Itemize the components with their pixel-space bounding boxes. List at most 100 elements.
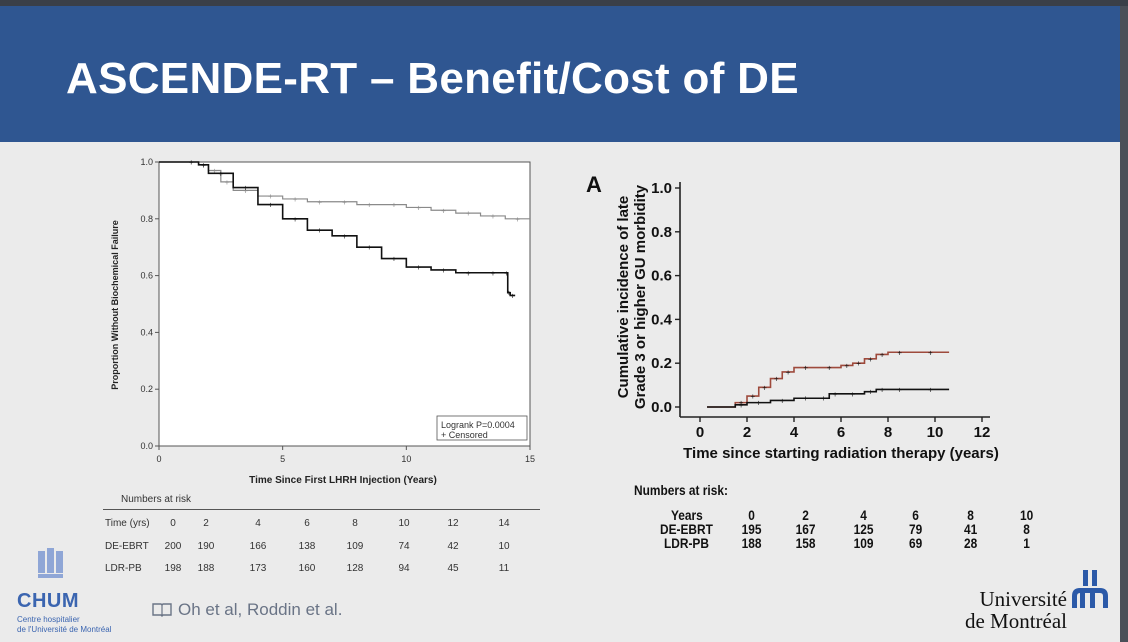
risk-time-cell: 4 [860, 507, 867, 523]
risk-heading: Numbers at risk [121, 494, 192, 505]
censor-mark: + [317, 226, 322, 235]
plot-frame [158, 161, 531, 447]
x-tick-label: 10 [927, 424, 944, 441]
censor-mark: + [218, 169, 223, 178]
censor-mark: + [897, 348, 902, 357]
censor-mark: + [317, 198, 322, 207]
y-tick-label: 0.2 [140, 384, 153, 394]
x-tick-label: 8 [884, 424, 892, 441]
risk-value-cell: 200 [164, 541, 182, 552]
censor-mark: + [416, 203, 421, 212]
risk-value-cell: 125 [853, 521, 874, 537]
censor-mark: + [803, 394, 808, 403]
risk-value-cell: 74 [398, 541, 410, 552]
risk-value-cell: 10 [498, 541, 510, 552]
censor-mark: + [786, 368, 791, 377]
risk-row-header: Years [671, 507, 703, 523]
censor-mark: + [751, 392, 756, 401]
censor-mark: + [392, 201, 397, 210]
censor-mark: + [392, 255, 397, 264]
y-tick-label: 0.4 [651, 311, 673, 328]
censor-mark: + [441, 206, 446, 215]
x-axis-label: Time since starting radiation therapy (y… [683, 445, 999, 462]
y-tick-label: 0.0 [140, 441, 153, 451]
y-tick-label: 0.6 [651, 268, 672, 285]
chum-subtitle: Centre hospitalier de l'Université de Mo… [17, 615, 157, 635]
series-line-de-ebrt [159, 161, 516, 297]
risk-value-cell: 188 [741, 535, 762, 551]
censor-mark: + [897, 385, 902, 394]
censor-mark: + [189, 158, 194, 167]
x-axis-label: Time Since First LHRH Injection (Years) [249, 475, 437, 486]
risk-value-cell: 173 [249, 563, 267, 574]
censor-mark: + [868, 355, 873, 364]
censor-mark: + [850, 390, 855, 399]
y-axis-label-line2: Grade 3 or higher GU morbidity [632, 184, 649, 409]
risk-heading: Numbers at risk: [634, 482, 728, 498]
risk-time-cell: 8 [967, 507, 974, 523]
top-bar [0, 0, 1128, 6]
risk-time-cell: 12 [447, 518, 459, 529]
risk-value-cell: 45 [447, 563, 459, 574]
x-tick-label: 2 [743, 424, 751, 441]
risk-value-cell: 167 [795, 521, 816, 537]
risk-time-cell: 6 [304, 518, 310, 529]
risk-row-label-ldr-pb: LDR-PB [664, 535, 709, 551]
legend-censored: + Censored [441, 430, 488, 440]
chum-logo-icon [38, 548, 63, 578]
y-axis-label: Proportion Without Biochemical Failure [110, 220, 120, 389]
chum-subtitle-line2: de l'Université de Montréal [17, 625, 112, 634]
censor-mark: + [342, 198, 347, 207]
censor-mark: + [243, 186, 248, 195]
risk-value-cell: 109 [853, 535, 874, 551]
risk-time-cell: 4 [255, 518, 261, 529]
udem-line2: de Montréal [964, 609, 1067, 633]
udem-logo-icon [1072, 570, 1108, 608]
y-tick-label: 0.8 [651, 224, 672, 241]
censor-mark: + [880, 350, 885, 359]
censor-mark: + [845, 361, 850, 370]
y-tick-label: 0.0 [651, 399, 672, 416]
censor-mark: + [774, 375, 779, 384]
y-tick-label: 0.2 [651, 355, 672, 372]
censor-mark: + [504, 269, 509, 278]
censor-mark: + [268, 192, 273, 201]
citation-text: Oh et al, Roddin et al. [178, 600, 343, 619]
risk-time-cell: 0 [170, 518, 176, 529]
censor-mark: + [225, 178, 230, 187]
x-tick-label: 4 [790, 424, 799, 441]
censor-mark: + [928, 385, 933, 394]
risk-value-cell: 190 [197, 541, 215, 552]
censor-mark: + [243, 184, 248, 193]
risk-value-cell: 160 [298, 563, 316, 574]
censor-mark: + [491, 269, 496, 278]
risk-row-label-de-ebrt: DE-EBRT [660, 521, 713, 537]
censor-mark: + [367, 201, 372, 210]
x-tick-label: 0 [156, 454, 161, 464]
risk-value-cell: 158 [795, 535, 816, 551]
censor-mark: + [510, 291, 515, 300]
risk-value-cell: 195 [741, 521, 762, 537]
risk-time-cell: 8 [352, 518, 358, 529]
risk-value-cell: 8 [1023, 521, 1030, 537]
censor-mark: + [367, 243, 372, 252]
legend-logrank: Logrank P=0.0004 [441, 420, 515, 430]
y-tick-label: 0.4 [140, 327, 153, 337]
censor-mark: + [868, 388, 873, 397]
censor-mark: + [827, 364, 832, 373]
chum-name: CHUM [17, 590, 79, 612]
y-tick-label: 0.8 [140, 214, 153, 224]
risk-row-header: Time (yrs) [105, 518, 150, 529]
risk-time-cell: 14 [498, 518, 510, 529]
risk-value-cell: 69 [908, 535, 923, 551]
censor-mark: + [268, 201, 273, 210]
censor-mark: + [441, 266, 446, 275]
risk-value-cell: 198 [164, 563, 182, 574]
risk-value-cell: 94 [398, 563, 410, 574]
legend-box [436, 415, 528, 441]
risk-time-cell: 10 [1019, 507, 1034, 523]
book-icon [152, 603, 172, 617]
censor-mark: + [928, 348, 933, 357]
